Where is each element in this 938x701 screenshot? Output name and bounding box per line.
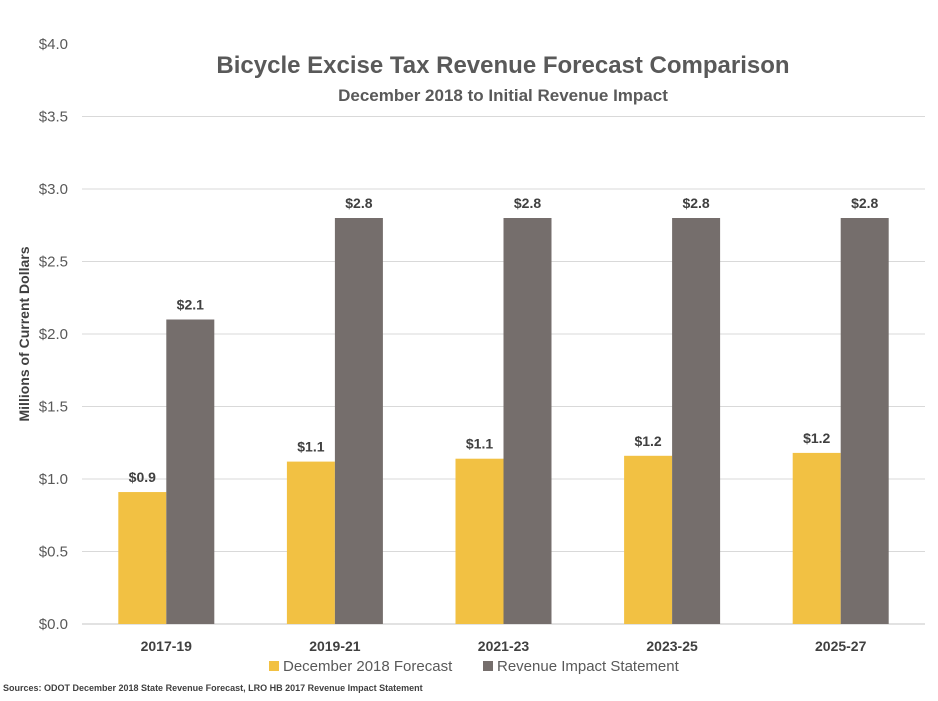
bar-december-2018-forecast-2019-21	[286, 461, 335, 624]
y-tick-label: $3.0	[39, 181, 68, 198]
chart-subtitle: December 2018 to Initial Revenue Impact	[338, 86, 668, 105]
data-label: $2.1	[177, 297, 204, 313]
bar-revenue-impact-statement-2019-21	[334, 218, 383, 624]
bar-december-2018-forecast-2021-23	[455, 458, 504, 624]
bar-revenue-impact-statement-2021-23	[503, 218, 552, 624]
data-label: $1.1	[466, 436, 493, 452]
data-label: $0.9	[129, 469, 156, 485]
bar-december-2018-forecast-2025-27	[792, 452, 841, 624]
data-label: $2.8	[345, 195, 372, 211]
y-axis-ticks: $0.0 $0.5 $1.0 $1.5 $2.0 $2.5 $3.0 $3.5 $4.0	[39, 36, 68, 633]
bar-december-2018-forecast-2023-25	[624, 455, 673, 624]
data-label: $2.8	[851, 195, 878, 211]
bar-revenue-impact-statement-2025-27	[840, 218, 889, 624]
chart-title: Bicycle Excise Tax Revenue Forecast Comp…	[216, 52, 789, 79]
bar-revenue-impact-statement-2017-19	[166, 319, 215, 624]
y-tick-label: $0.5	[39, 544, 68, 561]
x-tick-label: 2021-23	[478, 638, 530, 654]
data-labels: $0.9 $2.1 $1.1 $2.8 $1.1 $2.8 $1.2 $2.8 $1.2 $2.8	[129, 195, 879, 485]
data-label: $1.1	[297, 439, 324, 455]
data-label: $1.2	[803, 430, 830, 446]
y-tick-label: $3.5	[39, 109, 68, 126]
y-tick-label: $1.5	[39, 399, 68, 416]
x-tick-label: 2025-27	[815, 638, 867, 654]
x-axis-ticks: 2017-19 2019-21 2021-23 2023-25 2025-27	[141, 638, 867, 654]
bar-revenue-impact-statement-2023-25	[672, 218, 721, 624]
legend-swatch-december-2018-forecast	[269, 661, 279, 671]
source-note: Sources: ODOT December 2018 State Revenu…	[3, 683, 423, 693]
legend-item-revenue-impact-statement[interactable]: Revenue Impact Statement	[483, 658, 680, 675]
y-tick-label: $1.0	[39, 471, 68, 488]
bar-december-2018-forecast-2017-19	[118, 492, 167, 624]
x-tick-label: 2019-21	[309, 638, 361, 654]
legend-label-december-2018-forecast: December 2018 Forecast	[283, 658, 453, 675]
legend: December 2018 Forecast Revenue Impact St…	[269, 658, 680, 675]
legend-label-revenue-impact-statement: Revenue Impact Statement	[497, 658, 680, 675]
y-tick-label: $2.5	[39, 254, 68, 271]
y-axis-label: Millions of Current Dollars	[16, 246, 32, 421]
legend-item-december-2018-forecast[interactable]: December 2018 Forecast	[269, 658, 453, 675]
data-label: $2.8	[682, 195, 709, 211]
legend-swatch-revenue-impact-statement	[483, 661, 493, 671]
y-tick-label: $2.0	[39, 326, 68, 343]
y-tick-label: $4.0	[39, 36, 68, 53]
x-tick-label: 2023-25	[646, 638, 698, 654]
bars	[118, 218, 889, 624]
y-tick-label: $0.0	[39, 616, 68, 633]
x-tick-label: 2017-19	[141, 638, 193, 654]
data-label: $1.2	[634, 433, 661, 449]
data-label: $2.8	[514, 195, 541, 211]
